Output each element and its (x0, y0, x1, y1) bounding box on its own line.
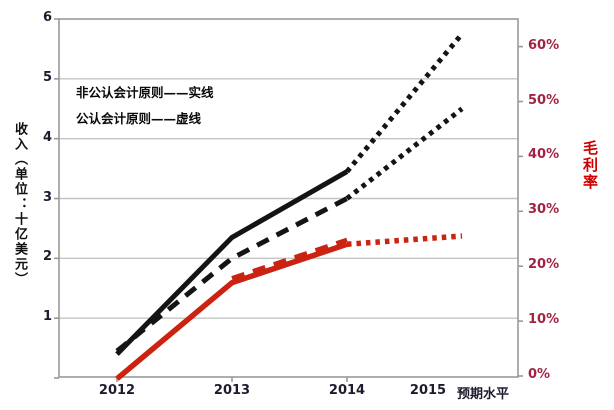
legend-item-gaap-dashed: 公认会计原则——虚线 (76, 111, 202, 126)
right-tick-label: 50% (528, 92, 560, 108)
x-axis-label: 2012 (98, 383, 136, 398)
left-tick-label: 1 (42, 309, 52, 325)
right-tick-label: 30% (528, 202, 560, 218)
right-tick-label: 40% (528, 147, 560, 163)
series-projected-revenue (345, 32, 464, 174)
series-dashed-revenue (115, 196, 349, 354)
right-axis-title: 毛利率 (581, 140, 599, 191)
x-axis-label: 2014 (328, 383, 366, 398)
left-tick-label: 5 (42, 69, 52, 85)
series-projected-revenue (345, 106, 464, 201)
left-tick-label: 6 (42, 10, 52, 26)
right-tick-label: 60% (528, 37, 560, 53)
left-tick-label: 4 (42, 129, 52, 145)
left-tick-label: 2 (42, 249, 52, 265)
right-tick-label: 0% (528, 367, 551, 382)
series-dashed-margin (231, 237, 348, 281)
x-axis-label: 2013 (213, 383, 251, 398)
chart-legend: 非公认会计原则——实线 公认会计原则——虚线 (76, 80, 214, 132)
series-solid-margin (115, 241, 348, 381)
x-axis-label: 2015 (409, 383, 447, 398)
series-solid-revenue (115, 169, 349, 356)
left-axis-title: 收入（单位：十亿美元） (12, 122, 27, 287)
left-tick-label: 3 (42, 189, 52, 205)
series-projected-margin (346, 233, 463, 247)
right-tick-label: 10% (528, 312, 560, 328)
legend-item-nongaap-solid: 非公认会计原则——实线 (76, 85, 214, 100)
right-tick-label: 20% (528, 257, 560, 273)
x-axis-label: 预期水平 (456, 387, 509, 402)
